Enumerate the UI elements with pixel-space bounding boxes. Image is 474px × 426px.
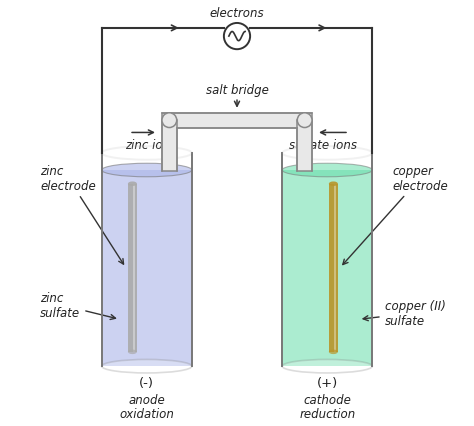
Polygon shape (162, 113, 312, 172)
Ellipse shape (128, 182, 137, 187)
Ellipse shape (282, 164, 373, 177)
Text: copper (II)
sulfate: copper (II) sulfate (363, 299, 446, 327)
Bar (334, 184, 336, 352)
Text: copper
electrode: copper electrode (343, 164, 448, 265)
Bar (282, 170, 373, 366)
Text: (-): (-) (139, 377, 154, 389)
Text: zinc
electrode: zinc electrode (40, 164, 124, 265)
Text: zinc ions: zinc ions (125, 138, 176, 151)
Bar (329, 184, 338, 352)
Bar (128, 184, 137, 352)
Text: zinc
sulfate: zinc sulfate (40, 291, 116, 320)
Bar (133, 184, 135, 352)
Ellipse shape (329, 350, 338, 354)
Ellipse shape (162, 113, 177, 128)
Ellipse shape (297, 113, 312, 128)
Ellipse shape (282, 360, 373, 373)
Text: salt bridge: salt bridge (206, 84, 268, 97)
Text: cathode: cathode (303, 393, 351, 406)
Ellipse shape (128, 350, 137, 354)
Text: (+): (+) (317, 377, 338, 389)
Text: sulfate ions: sulfate ions (289, 138, 357, 151)
Circle shape (224, 24, 250, 50)
Ellipse shape (101, 360, 192, 373)
Ellipse shape (101, 147, 192, 160)
Ellipse shape (101, 164, 192, 177)
Text: reduction: reduction (299, 407, 356, 420)
Text: oxidation: oxidation (119, 407, 174, 420)
Ellipse shape (282, 147, 373, 160)
Text: electrons: electrons (210, 7, 264, 20)
Text: anode: anode (128, 393, 165, 406)
Bar (101, 170, 192, 366)
Ellipse shape (329, 182, 338, 187)
